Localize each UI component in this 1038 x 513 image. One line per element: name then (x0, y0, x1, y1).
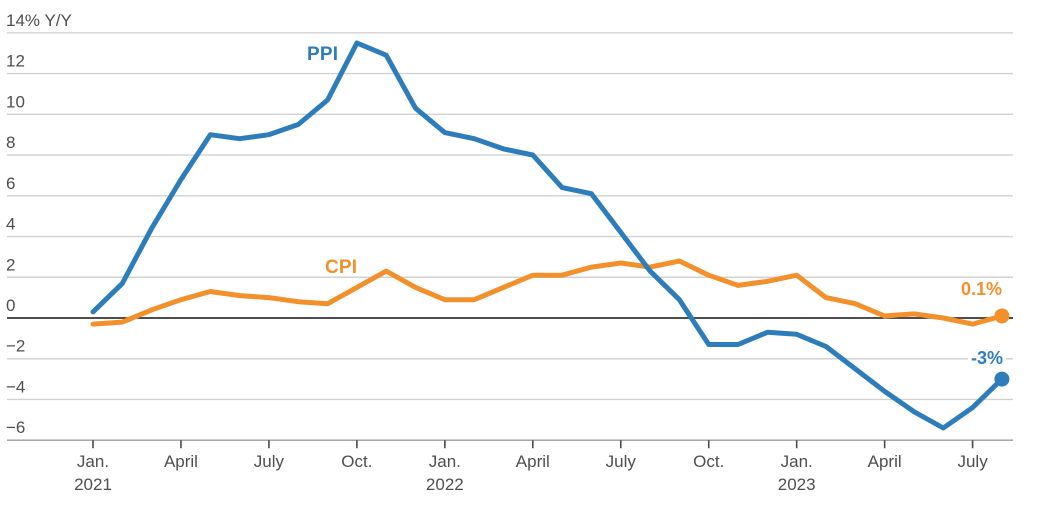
ppi-latest-value-label: -3% (968, 348, 1007, 369)
x-tick-label: Oct. (693, 452, 724, 471)
y-tick-label: 14% Y/Y (6, 11, 72, 30)
x-tick-label: July (957, 452, 988, 471)
x-tick-label: Jan. (429, 452, 461, 471)
y-tick-label: −4 (6, 377, 25, 396)
cpi-end-dot (994, 308, 1010, 324)
x-tick-label: July (606, 452, 637, 471)
x-tick-year-label: 2023 (778, 475, 816, 494)
ppi-line (90, 40, 1005, 431)
cpi-series-label: CPI (325, 257, 358, 278)
ppi-series-label: PPI (307, 44, 339, 65)
x-tick-label: April (868, 452, 902, 471)
x-tick-label: Jan. (781, 452, 813, 471)
y-tick-label: −2 (6, 337, 25, 356)
x-tick-label: April (164, 452, 198, 471)
y-tick-label: 4 (6, 215, 15, 234)
cpi-line (90, 258, 1005, 327)
y-tick-label: 10 (6, 92, 25, 111)
y-tick-label: 8 (6, 133, 15, 152)
y-tick-label: 0 (6, 296, 15, 315)
y-tick-label: 2 (6, 255, 15, 274)
y-tick-label: 6 (6, 174, 15, 193)
x-tick-label: April (516, 452, 550, 471)
x-tick-label: Jan. (77, 452, 109, 471)
x-tick-label: Oct. (341, 452, 372, 471)
cpi-latest-value-label: 0.1% (958, 279, 1006, 300)
y-tick-label: −6 (6, 418, 25, 437)
y-tick-label: 12 (6, 52, 25, 71)
x-tick-year-label: 2021 (74, 475, 112, 494)
x-tick-label: July (254, 452, 285, 471)
x-tick-year-label: 2022 (426, 475, 464, 494)
ppi-end-dot (994, 371, 1010, 387)
